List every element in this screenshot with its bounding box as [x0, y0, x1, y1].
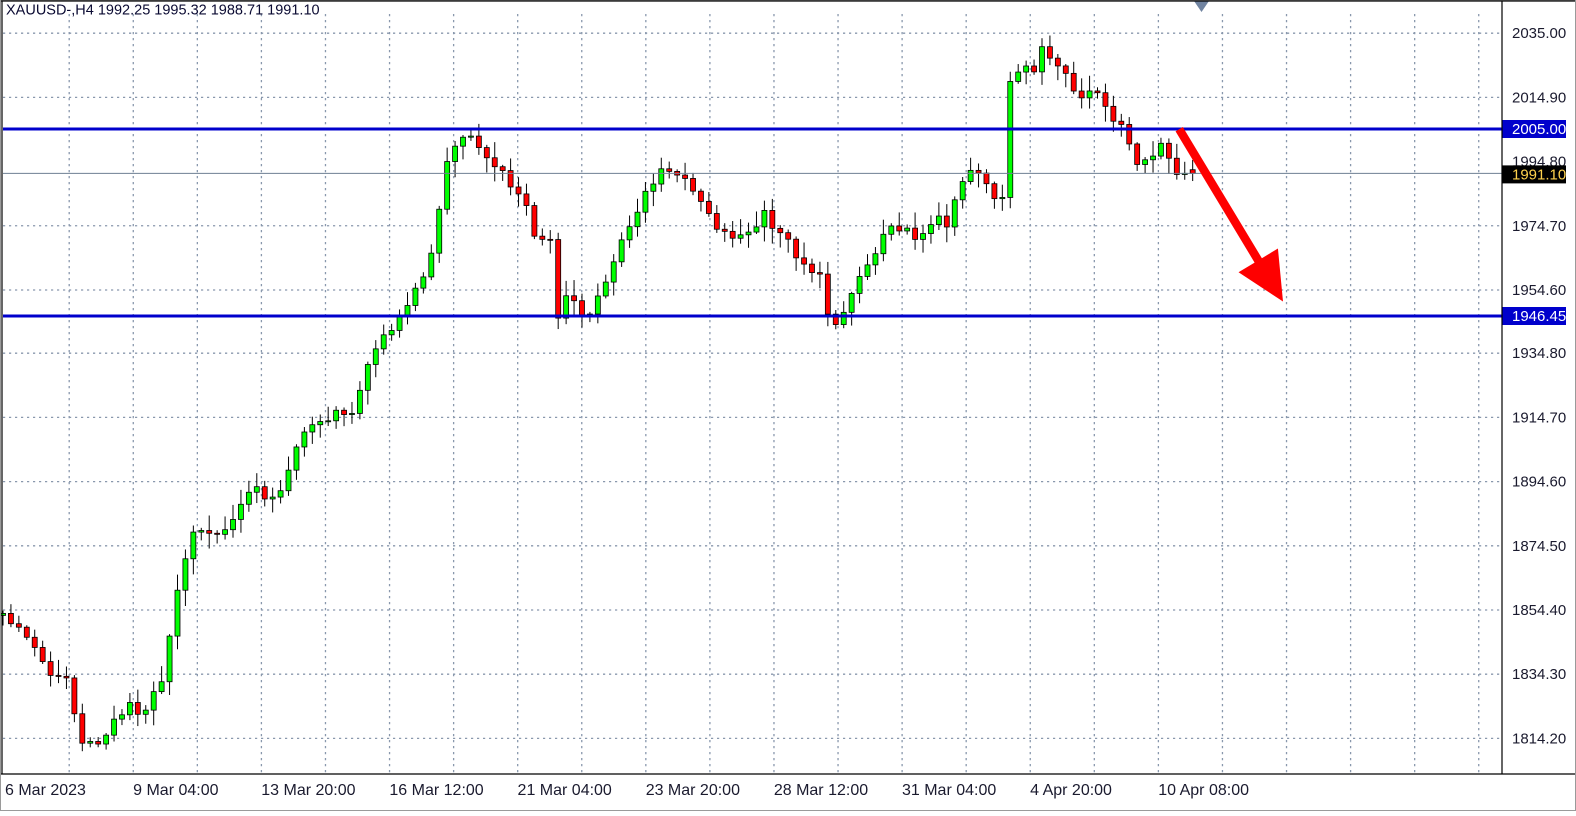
- svg-text:1991.10: 1991.10: [1512, 166, 1566, 183]
- svg-text:23 Mar 20:00: 23 Mar 20:00: [646, 782, 740, 799]
- svg-text:1914.70: 1914.70: [1512, 409, 1566, 426]
- svg-text:13 Mar 20:00: 13 Mar 20:00: [261, 782, 355, 799]
- svg-text:31 Mar 04:00: 31 Mar 04:00: [902, 782, 996, 799]
- svg-text:1946.45: 1946.45: [1512, 308, 1566, 325]
- svg-text:1854.40: 1854.40: [1512, 602, 1566, 619]
- svg-text:21 Mar 04:00: 21 Mar 04:00: [518, 782, 612, 799]
- svg-text:2005.00: 2005.00: [1512, 121, 1566, 138]
- svg-text:16 Mar 12:00: 16 Mar 12:00: [389, 782, 483, 799]
- svg-text:10 Apr 08:00: 10 Apr 08:00: [1158, 782, 1249, 799]
- svg-text:1894.60: 1894.60: [1512, 474, 1566, 491]
- svg-text:1834.30: 1834.30: [1512, 666, 1566, 683]
- svg-text:1874.50: 1874.50: [1512, 538, 1566, 555]
- svg-text:1954.60: 1954.60: [1512, 282, 1566, 299]
- svg-text:1934.80: 1934.80: [1512, 345, 1566, 362]
- svg-text:2035.00: 2035.00: [1512, 25, 1566, 42]
- svg-text:1814.20: 1814.20: [1512, 730, 1566, 747]
- svg-text:1974.70: 1974.70: [1512, 218, 1566, 235]
- svg-text:6 Mar 2023: 6 Mar 2023: [5, 782, 86, 799]
- svg-text:9 Mar 04:00: 9 Mar 04:00: [133, 782, 218, 799]
- svg-text:2014.90: 2014.90: [1512, 89, 1566, 106]
- svg-text:4 Apr 20:00: 4 Apr 20:00: [1030, 782, 1112, 799]
- svg-text:XAUUSD-,H4 1992.25 1995.32 19: XAUUSD-,H4 1992.25 1995.32 1988.71 1991.…: [6, 3, 320, 19]
- svg-text:28 Mar 12:00: 28 Mar 12:00: [774, 782, 868, 799]
